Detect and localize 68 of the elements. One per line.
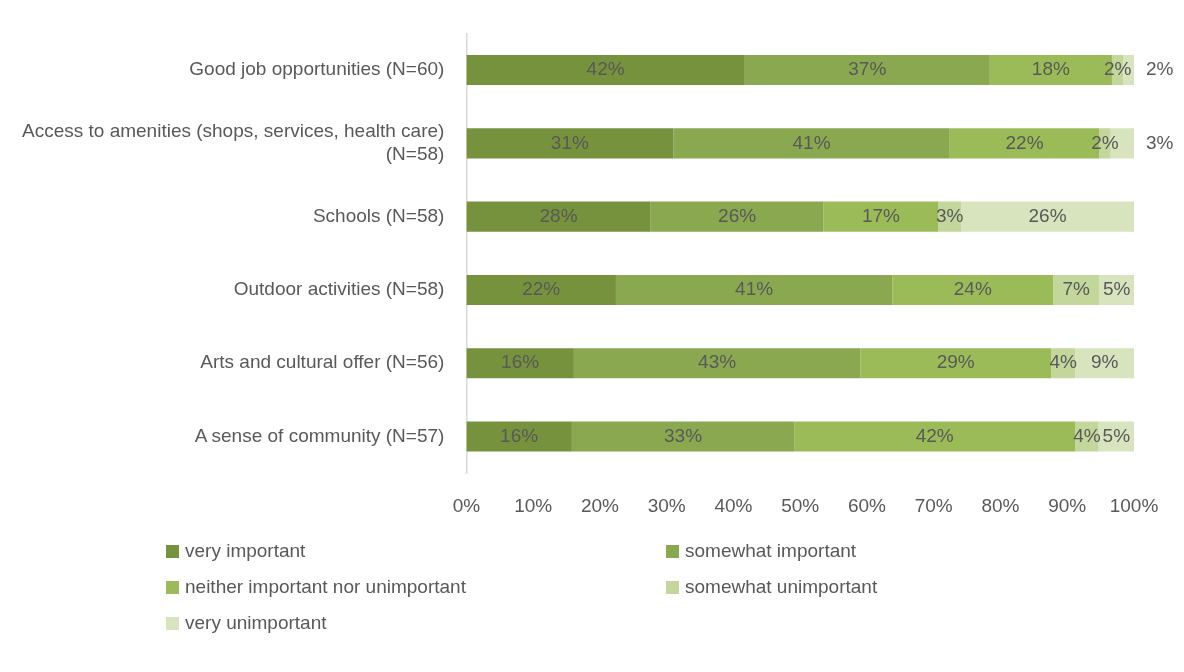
data-label: 7% — [1062, 278, 1091, 300]
x-tick-label: 50% — [781, 494, 820, 516]
legend-label: very unimportant — [185, 612, 327, 634]
legend-label: somewhat important — [685, 540, 857, 562]
x-tick-label: 60% — [847, 494, 887, 516]
data-label: 5% — [1102, 278, 1131, 300]
data-label: 9% — [1090, 351, 1119, 373]
data-label: 2% — [1103, 58, 1132, 80]
data-label: 17% — [861, 204, 901, 226]
data-label: 37% — [848, 58, 887, 80]
data-label: 5% — [1102, 424, 1131, 446]
x-tick-label: 30% — [647, 494, 686, 516]
bar — [571, 421, 795, 452]
legend-label: neither important nor unimportant — [185, 576, 466, 598]
data-label: 41% — [792, 131, 831, 153]
data-label: 42% — [586, 58, 625, 80]
y-tick-label: Arts and cultural offer (N=56) — [200, 351, 445, 373]
x-tick-label: 70% — [914, 494, 953, 516]
data-label: 16% — [501, 351, 540, 373]
bar — [744, 55, 990, 86]
x-tick-label: 40% — [714, 494, 753, 516]
data-label: 3% — [1146, 131, 1174, 153]
data-label: 2% — [1146, 58, 1174, 80]
bar — [466, 55, 745, 86]
data-label: 18% — [1031, 58, 1070, 80]
legend-label: somewhat unimportant — [685, 576, 878, 598]
x-tick-label: 10% — [514, 494, 553, 516]
bar — [892, 274, 1054, 305]
x-tick-label: 20% — [580, 494, 620, 516]
y-tick-label: Outdoor activities (N=58) — [233, 278, 445, 300]
data-label: 22% — [1005, 131, 1044, 153]
data-label: 3% — [936, 204, 964, 226]
y-tick-label: Schools (N=58) — [312, 204, 445, 226]
bar — [673, 128, 950, 159]
data-label: 33% — [664, 424, 703, 446]
data-label: 41% — [735, 278, 774, 300]
data-label: 24% — [953, 278, 992, 300]
bar — [823, 201, 939, 232]
data-label: 43% — [698, 351, 737, 373]
x-tick-label: 90% — [1048, 494, 1087, 516]
data-label: 2% — [1091, 131, 1119, 153]
y-tick-label: Access to amenities (shops, services, health care) (N=58) — [21, 120, 445, 164]
bar — [466, 128, 674, 159]
data-label: 42% — [915, 424, 954, 446]
bar — [466, 201, 651, 232]
data-label: 4% — [1049, 351, 1078, 373]
bar — [615, 274, 893, 305]
data-label: 26% — [718, 204, 757, 226]
bar — [961, 201, 1134, 232]
bar — [466, 274, 616, 305]
bar — [573, 348, 861, 379]
data-label: 4% — [1073, 424, 1101, 446]
legend-label: very important — [185, 540, 306, 562]
bar — [650, 201, 824, 232]
data-label: 28% — [539, 204, 578, 226]
data-label: 26% — [1028, 204, 1067, 226]
bar — [466, 421, 572, 452]
data-label: 31% — [550, 131, 589, 153]
x-tick-label: 100% — [1109, 494, 1159, 516]
bar — [860, 348, 1052, 379]
data-label: 22% — [522, 278, 561, 300]
y-tick-label: A sense of community (N=57) — [194, 424, 445, 446]
bar — [466, 348, 574, 379]
x-tick-label: 0% — [452, 494, 481, 516]
y-tick-label: Good job opportunities (N=60) — [189, 58, 445, 80]
data-label: 16% — [500, 424, 539, 446]
data-label: 29% — [936, 351, 975, 373]
x-tick-label: 80% — [981, 494, 1020, 516]
